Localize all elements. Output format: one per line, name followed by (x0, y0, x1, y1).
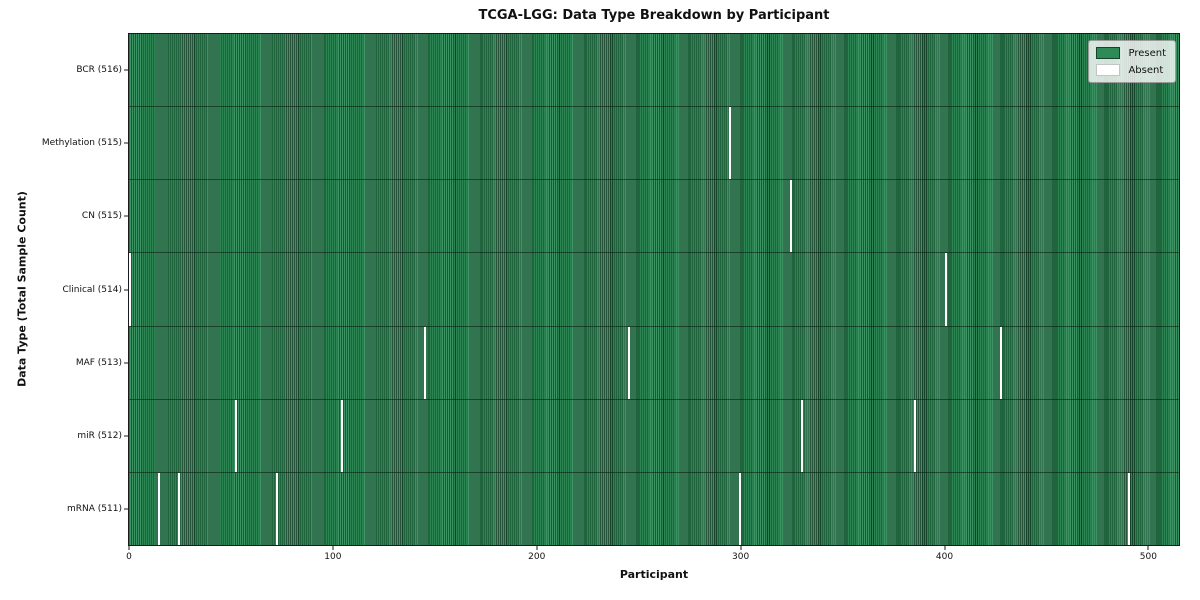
absent-swatch-icon (1096, 64, 1121, 76)
y-tick-mark (124, 142, 128, 144)
y-tick-label: mRNA (511) (67, 504, 122, 515)
heatmap-row-maf (129, 325, 1179, 399)
y-tick-label: MAF (513) (75, 357, 122, 368)
absent-gap (627, 326, 630, 399)
x-tick-mark (128, 546, 130, 550)
x-tick-mark (944, 546, 946, 550)
absent-gap (424, 326, 427, 399)
heatmap-row-bcr (129, 34, 1179, 107)
legend-label-present: Present (1128, 47, 1166, 59)
y-tick-mark (124, 215, 128, 217)
heatmap-row-clinical (129, 252, 1179, 326)
x-tick-label: 500 (1139, 552, 1157, 562)
absent-gap (340, 399, 343, 472)
x-tick-label: 200 (528, 552, 546, 562)
y-tick-mark (124, 69, 128, 71)
heatmap-row-mrna (129, 471, 1179, 545)
absent-gap (999, 326, 1002, 399)
x-axis-label: Participant (619, 568, 689, 581)
absent-gap (800, 399, 803, 472)
x-tick-mark (536, 546, 538, 550)
absent-gap (729, 107, 732, 180)
x-tick-mark (1147, 546, 1149, 550)
chart-title: TCGA-LGG: Data Type Breakdown by Partici… (478, 8, 830, 23)
x-tick-label: 300 (732, 552, 750, 562)
y-tick-label: Methylation (515) (41, 137, 122, 148)
x-tick-label: 400 (935, 552, 954, 562)
x-tick-label: 0 (126, 552, 132, 562)
absent-gap (1128, 472, 1131, 545)
absent-gap (790, 180, 793, 253)
legend: Present Absent (1088, 40, 1176, 83)
absent-gap (157, 472, 160, 545)
y-tick-label: CN (515) (81, 211, 122, 222)
heatmap-row-cn (129, 179, 1179, 253)
heatmap-row-methylation (129, 106, 1179, 180)
x-tick-label: 100 (324, 552, 342, 562)
heatmap-row-mir (129, 398, 1179, 472)
y-axis-label: Data Type (Total Sample Count) (15, 191, 29, 387)
y-tick-mark (124, 362, 128, 364)
absent-gap (914, 399, 917, 472)
y-tick-mark (124, 508, 128, 510)
absent-gap (739, 472, 742, 545)
y-tick-mark (124, 289, 128, 290)
y-tick-mark (124, 435, 128, 437)
legend-label-absent: Absent (1128, 64, 1164, 76)
x-tick-mark (332, 546, 334, 550)
x-axis-tick-labels: 0 100 200 300 400 500 (126, 546, 1180, 576)
y-tick-label: miR (512) (77, 431, 122, 442)
legend-item-present: Present (1096, 47, 1166, 59)
absent-gap (234, 399, 237, 472)
absent-gap (945, 253, 947, 326)
y-tick-label: Clinical (514) (62, 284, 122, 295)
y-axis-tick-labels: BCR (516) Methylation (515) CN (515) Clinic… (0, 33, 122, 546)
plot-area (128, 33, 1180, 546)
present-swatch-icon (1096, 47, 1121, 59)
y-tick-label: BCR (516) (76, 64, 122, 75)
absent-gap (177, 472, 180, 545)
x-tick-mark (740, 546, 742, 550)
absent-gap (275, 472, 278, 545)
absent-gap (129, 253, 132, 326)
legend-item-absent: Absent (1096, 64, 1166, 76)
